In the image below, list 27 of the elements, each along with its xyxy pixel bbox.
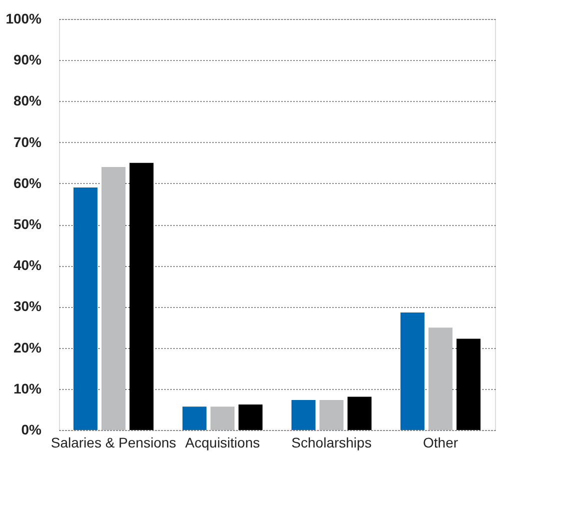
bar bbox=[291, 400, 316, 430]
y-tick-label: 40% bbox=[13, 257, 42, 274]
y-tick-label: 80% bbox=[13, 92, 42, 109]
y-tick-label: 0% bbox=[21, 422, 42, 438]
bar bbox=[456, 338, 481, 430]
bar bbox=[73, 188, 98, 430]
x-tick-label: Scholarships bbox=[291, 434, 372, 450]
y-tick-label: 70% bbox=[13, 134, 42, 150]
bar bbox=[348, 396, 372, 430]
y-tick-label: 100% bbox=[6, 10, 42, 26]
bar bbox=[182, 406, 206, 430]
y-tick-label: 20% bbox=[13, 339, 42, 356]
y-tick-label: 90% bbox=[13, 52, 42, 68]
bar bbox=[130, 162, 154, 430]
x-tick-label: Salaries & Pensions bbox=[50, 434, 176, 450]
bar bbox=[320, 400, 344, 430]
y-tick-label: 60% bbox=[13, 174, 42, 191]
bar bbox=[400, 312, 424, 430]
bar bbox=[238, 404, 263, 430]
bar bbox=[210, 406, 234, 430]
y-tick-label: 50% bbox=[13, 216, 42, 232]
bar bbox=[102, 166, 126, 430]
x-tick-label: Acquisitions bbox=[185, 434, 260, 450]
y-tick-label: 10% bbox=[13, 380, 42, 396]
y-tick-label: 30% bbox=[13, 298, 42, 314]
x-tick-label: Other bbox=[422, 434, 458, 450]
bar bbox=[428, 328, 452, 430]
